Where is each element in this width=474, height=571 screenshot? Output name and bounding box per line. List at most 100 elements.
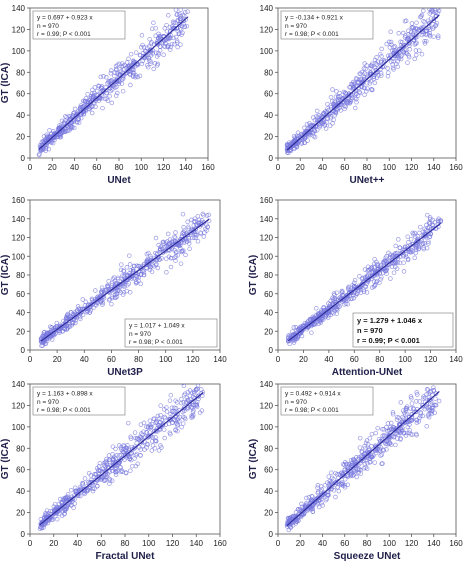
data-point [435,8,441,11]
data-point [371,284,377,289]
data-point [418,413,423,419]
data-point [314,108,320,114]
data-point [375,425,380,431]
data-point [396,237,401,242]
data-point [287,341,292,347]
data-point [109,301,114,307]
y-tick-label: 100 [12,423,26,432]
data-point [396,31,401,36]
y-tick-label: 160 [260,196,274,205]
x-tick-label: 60 [340,163,349,172]
data-point [374,55,379,60]
data-point [56,125,62,131]
data-point [101,74,106,79]
data-point [309,323,314,329]
data-point [164,22,169,28]
data-point [146,250,151,256]
x-tick-label: 100 [142,539,156,548]
data-point [191,219,197,224]
y-tick-label: 60 [16,90,25,99]
x-tick-label: 80 [363,163,372,172]
point-cloud [284,385,442,533]
data-point [319,307,324,313]
data-point [162,244,168,250]
data-point [286,520,292,526]
data-point [89,480,95,485]
data-point [365,460,370,466]
data-point [98,74,104,80]
data-point [310,314,316,320]
data-point [147,36,152,42]
data-point [393,243,398,249]
data-point [424,387,430,392]
stats-text: n = 970 [129,331,151,338]
data-point [299,333,305,339]
data-point [193,402,198,408]
data-point [324,309,329,314]
data-point [342,302,347,307]
data-point [364,80,370,86]
y-tick-label: 160 [12,196,26,205]
data-point [359,69,365,75]
data-point [89,110,95,116]
data-point [309,330,314,335]
data-point [348,473,353,479]
data-point [68,497,73,503]
data-point [206,212,211,218]
y-tick-label: 20 [16,327,25,336]
data-point [416,27,422,32]
data-point [415,243,420,248]
data-point [325,101,330,107]
data-point [164,409,170,414]
data-point [108,83,113,89]
data-point [50,138,55,143]
y-tick-label: 40 [264,111,273,120]
data-point [393,426,399,432]
data-point [155,63,160,68]
data-point [314,117,320,123]
data-point [171,20,177,26]
data-point [425,225,431,231]
data-point [421,19,426,24]
data-point [133,50,139,55]
data-point [161,52,166,58]
data-point [156,50,161,56]
data-point [300,509,305,514]
data-point [299,141,304,146]
data-point [177,31,182,36]
data-point [395,253,400,259]
data-point [60,328,65,334]
data-point [63,114,68,119]
data-point [343,461,349,467]
stats-text: r = 0.98; P < 0.001 [37,407,91,414]
data-point [336,471,342,477]
data-point [174,12,180,17]
data-point [415,238,421,244]
data-point [198,230,203,235]
data-point [388,39,394,45]
data-point [195,239,201,244]
data-point [135,74,140,80]
data-point [302,125,307,131]
data-point [76,116,81,121]
y-tick-label: 0 [269,346,274,355]
data-point [425,212,430,218]
data-point [418,14,423,20]
data-point [126,420,131,426]
data-point [153,250,158,256]
data-point [388,252,393,258]
data-point [310,506,315,511]
y-tick-label: 40 [16,487,25,496]
data-point [124,445,129,451]
stats-text: n = 970 [37,399,59,406]
data-point [385,53,391,59]
data-point [380,461,385,466]
data-point [353,459,359,464]
data-point [429,411,435,417]
data-point [315,485,320,490]
stats-text: y = 0.492 + 0.914 x [285,391,341,398]
data-point [356,466,362,472]
x-tick-label: 100 [135,163,149,172]
data-point [59,323,65,329]
data-point [118,69,124,74]
